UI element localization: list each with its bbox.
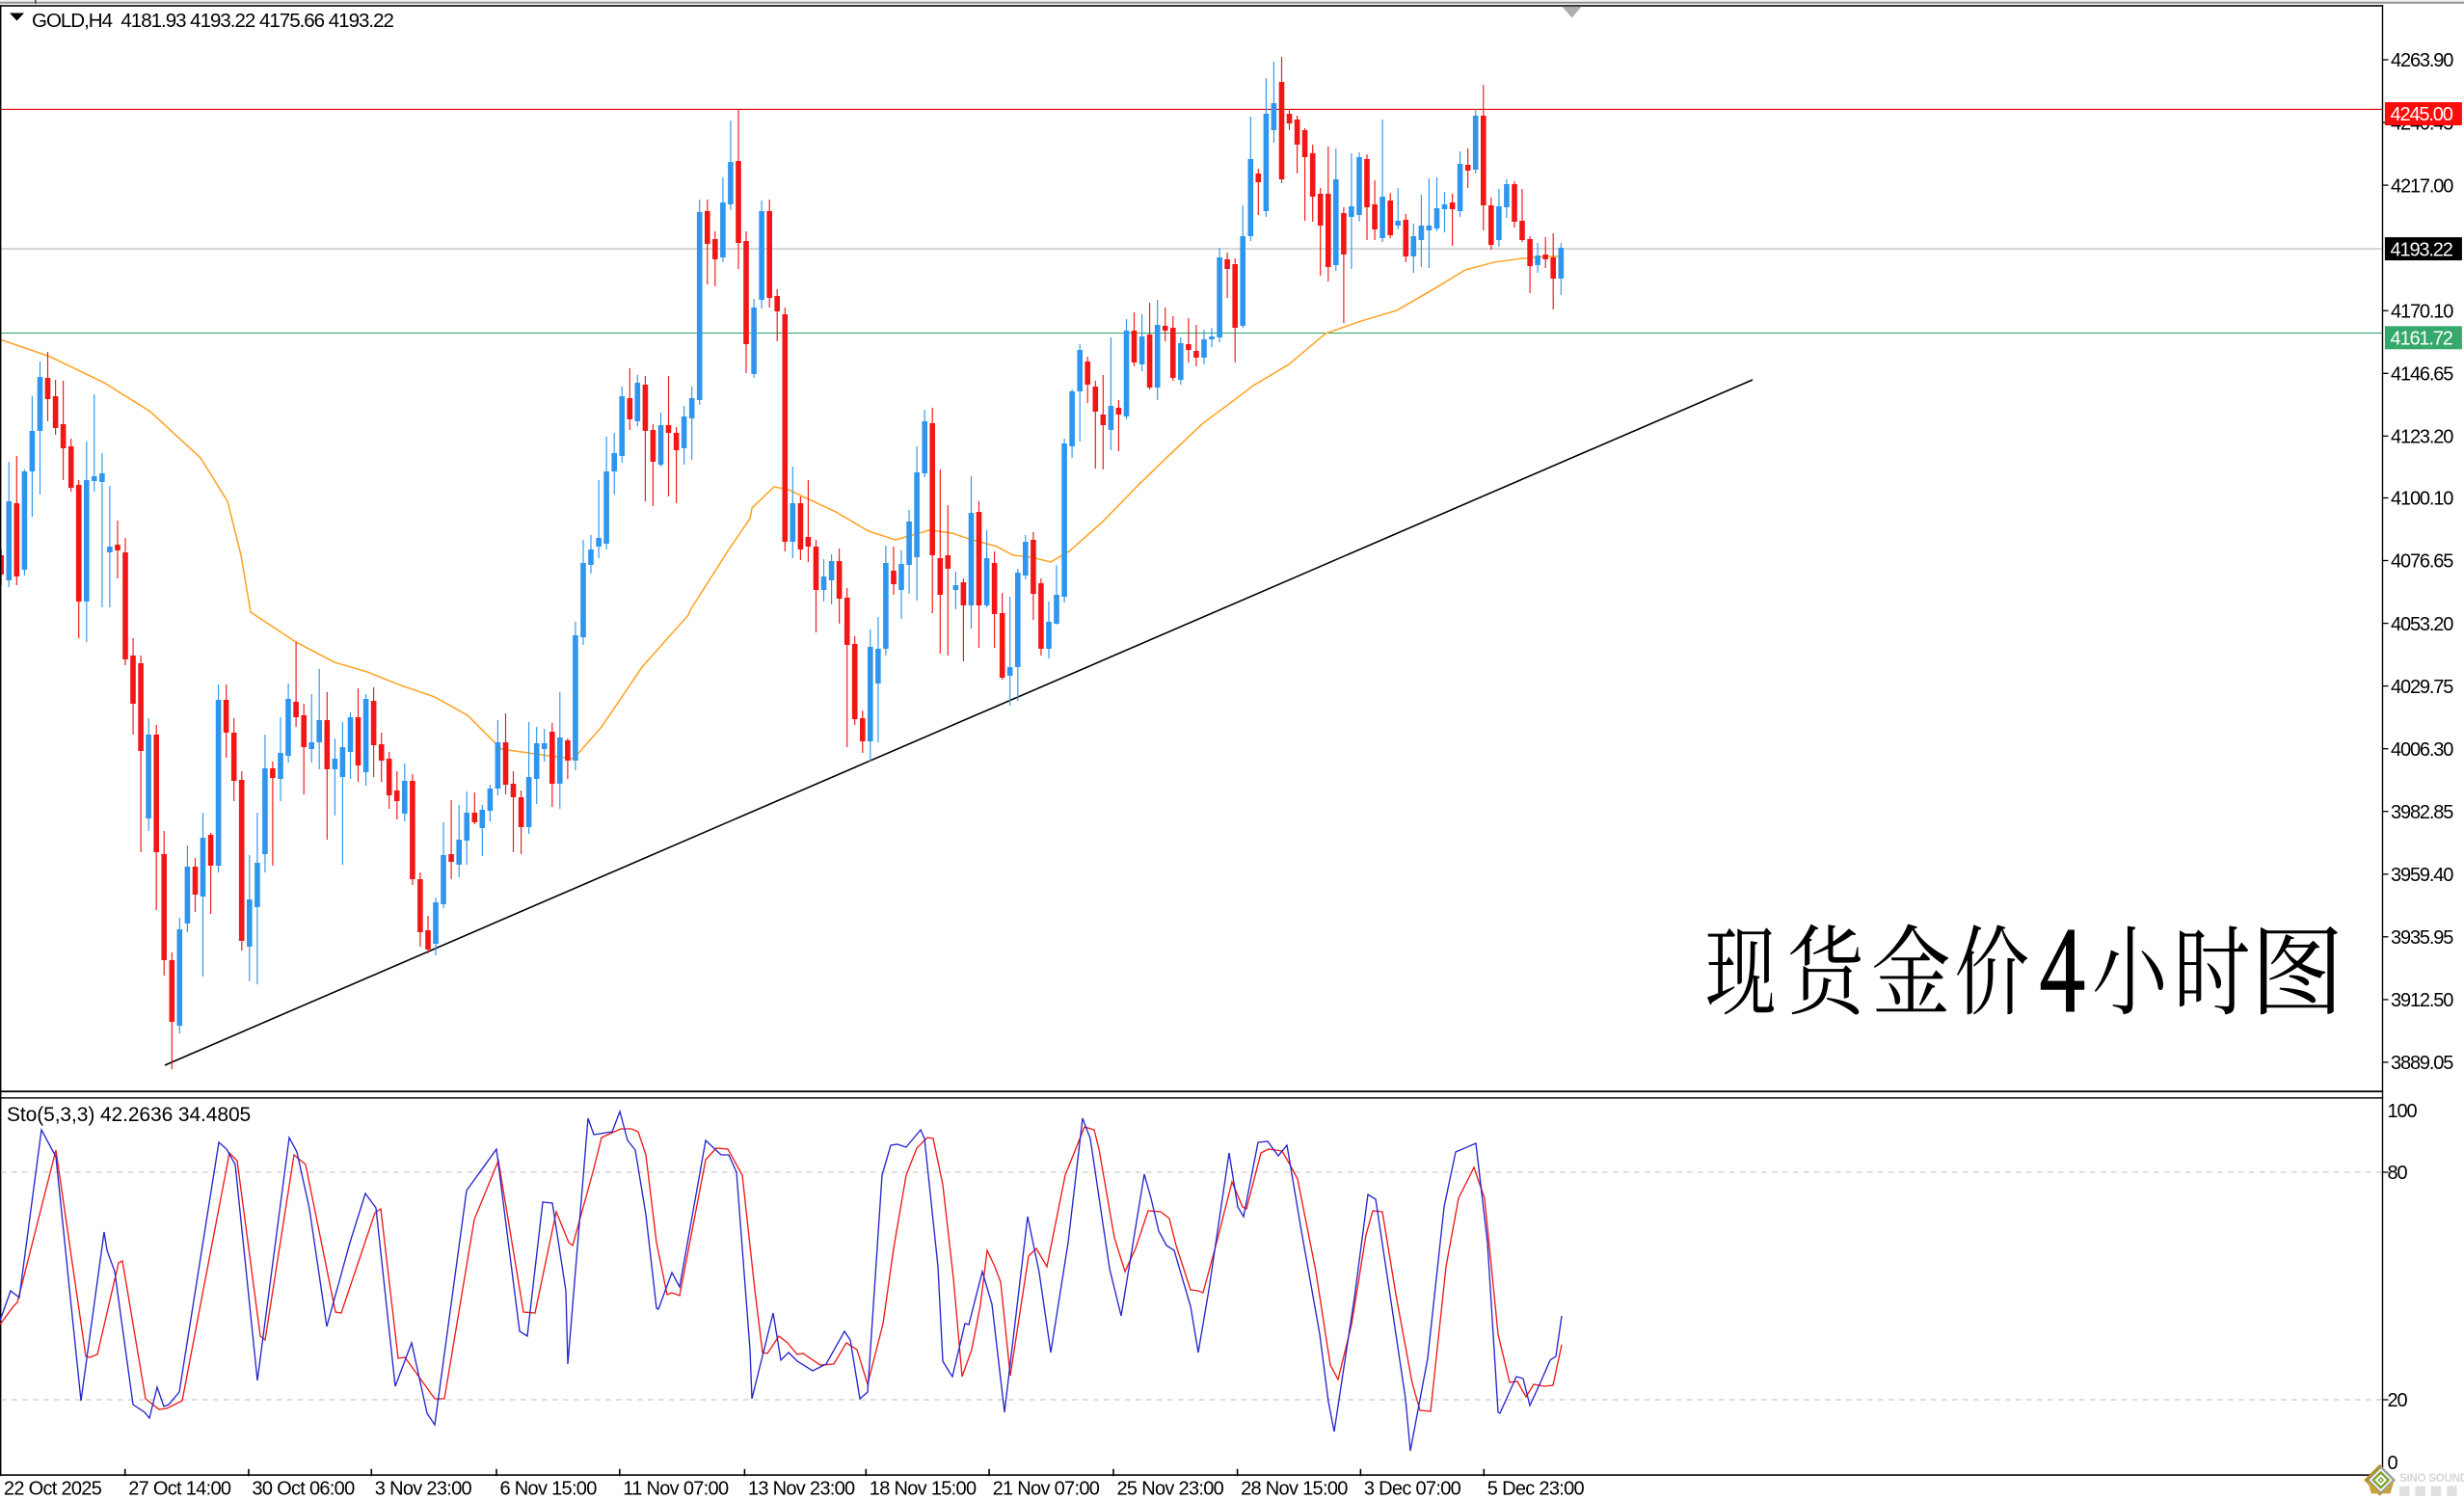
svg-text:3982.85: 3982.85 — [2391, 802, 2453, 823]
svg-text:21 Nov 07:00: 21 Nov 07:00 — [993, 1479, 1100, 1500]
svg-text:3 Dec 07:00: 3 Dec 07:00 — [1364, 1479, 1461, 1500]
svg-text:25 Nov 23:00: 25 Nov 23:00 — [1117, 1479, 1224, 1500]
svg-text:4217.00: 4217.00 — [2391, 175, 2453, 197]
svg-text:27 Oct 14:00: 27 Oct 14:00 — [128, 1479, 231, 1500]
svg-text:4123.20: 4123.20 — [2391, 427, 2453, 448]
svg-text:100: 100 — [2388, 1101, 2418, 1122]
svg-text:3935.95: 3935.95 — [2391, 927, 2453, 949]
svg-text:20: 20 — [2388, 1390, 2408, 1411]
svg-text:11 Nov 07:00: 11 Nov 07:00 — [623, 1479, 729, 1500]
svg-text:4029.75: 4029.75 — [2391, 677, 2453, 698]
svg-text:4006.30: 4006.30 — [2391, 739, 2453, 761]
svg-text:3889.05: 3889.05 — [2391, 1053, 2453, 1074]
svg-text:3 Nov 23:00: 3 Nov 23:00 — [375, 1479, 472, 1500]
svg-text:4193.22: 4193.22 — [2391, 239, 2453, 260]
svg-text:4076.65: 4076.65 — [2391, 551, 2453, 573]
svg-text:30 Oct 06:00: 30 Oct 06:00 — [252, 1479, 355, 1500]
svg-text:4146.65: 4146.65 — [2391, 364, 2453, 386]
svg-text:3912.50: 3912.50 — [2391, 990, 2453, 1011]
svg-text:5 Dec 23:00: 5 Dec 23:00 — [1487, 1479, 1585, 1500]
svg-text:GOLD,H4 4181.93 4193.22 4175.: GOLD,H4 4181.93 4193.22 4175.66 4193.22 — [32, 10, 393, 32]
svg-text:Sto(5,3,3) 42.2636 34.4805: Sto(5,3,3) 42.2636 34.4805 — [7, 1104, 251, 1126]
svg-text:22 Oct 2025: 22 Oct 2025 — [4, 1479, 102, 1500]
svg-text:4170.10: 4170.10 — [2391, 302, 2453, 323]
svg-text:6 Nov 15:00: 6 Nov 15:00 — [500, 1479, 598, 1500]
svg-text:4245.00: 4245.00 — [2391, 104, 2453, 125]
svg-text:SINO SOUND: SINO SOUND — [2399, 1473, 2464, 1485]
svg-text:80: 80 — [2388, 1163, 2408, 1184]
svg-text:28 Nov 15:00: 28 Nov 15:00 — [1241, 1479, 1348, 1500]
svg-text:4053.20: 4053.20 — [2391, 614, 2453, 635]
svg-text:13 Nov 23:00: 13 Nov 23:00 — [748, 1479, 855, 1500]
svg-text:4100.10: 4100.10 — [2391, 489, 2453, 510]
svg-text:0: 0 — [2388, 1453, 2398, 1474]
svg-text:3959.40: 3959.40 — [2391, 865, 2453, 886]
svg-text:18 Nov 15:00: 18 Nov 15:00 — [870, 1479, 977, 1500]
svg-text:4161.72: 4161.72 — [2391, 329, 2453, 350]
svg-text:4263.90: 4263.90 — [2391, 50, 2453, 71]
